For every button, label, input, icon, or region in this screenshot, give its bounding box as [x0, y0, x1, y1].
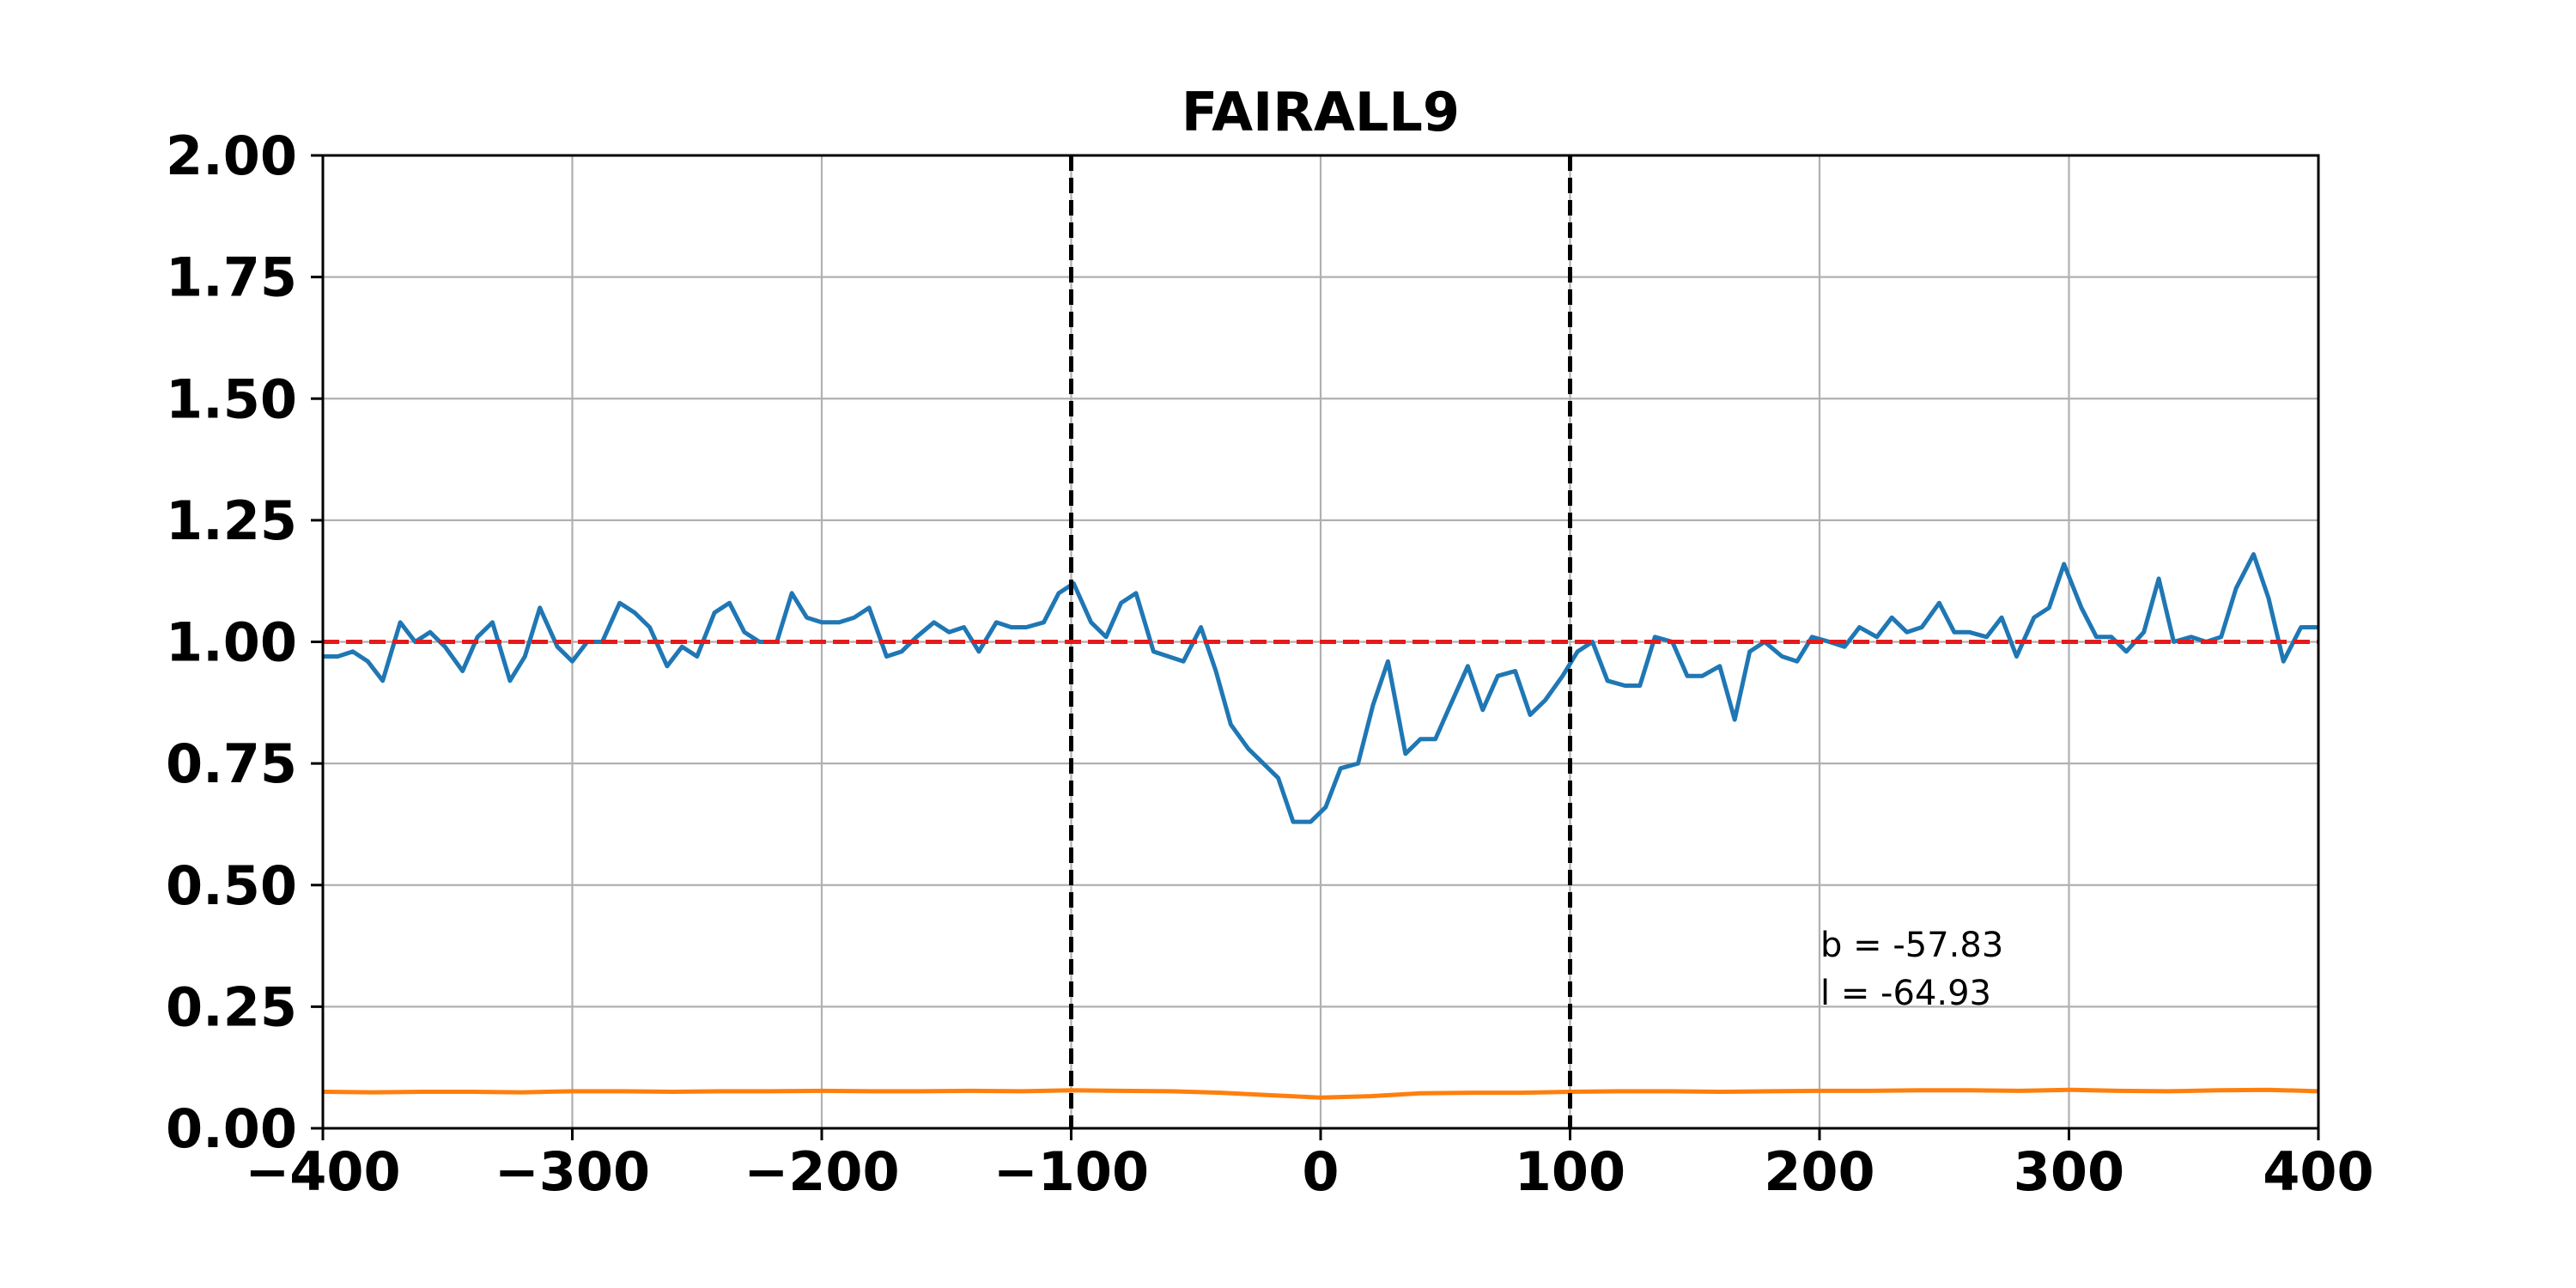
- annotation-l: l = -64.93: [1820, 974, 1991, 1013]
- y-tick-label: 1.25: [166, 489, 297, 552]
- y-tick-label: 0.75: [166, 732, 297, 795]
- x-tick-label: −300: [495, 1140, 650, 1203]
- axis-ticks: −400 −300 −200 −100 0 100 200 300 400 0.00 0.25 0.5…: [166, 125, 2374, 1203]
- x-tick-label: 100: [1515, 1140, 1625, 1203]
- y-tick-label: 1.75: [166, 246, 297, 309]
- x-tick-label: 400: [2263, 1140, 2373, 1203]
- x-tick-label: 200: [1764, 1140, 1874, 1203]
- y-tick-label: 1.50: [166, 368, 297, 430]
- data-series: [322, 552, 2319, 1100]
- y-tick-label: 0.00: [166, 1097, 297, 1160]
- annotation-b: b = -57.83: [1820, 926, 2003, 965]
- chart-title: FAIRALL9: [1182, 81, 1460, 143]
- y-tick-label: 0.50: [166, 854, 297, 917]
- y-tick-label: 2.00: [166, 125, 297, 187]
- x-tick-label: 0: [1302, 1140, 1339, 1203]
- x-tick-label: −100: [993, 1140, 1149, 1203]
- series-line-1: [322, 1087, 2319, 1100]
- x-tick-label: −400: [245, 1140, 400, 1203]
- x-tick-label: 300: [2014, 1140, 2124, 1203]
- y-tick-label: 1.00: [166, 611, 297, 674]
- y-tick-label: 0.25: [166, 975, 297, 1038]
- reference-lines: [323, 155, 2318, 1128]
- x-tick-label: −200: [744, 1140, 899, 1203]
- series-line-0: [323, 552, 2318, 824]
